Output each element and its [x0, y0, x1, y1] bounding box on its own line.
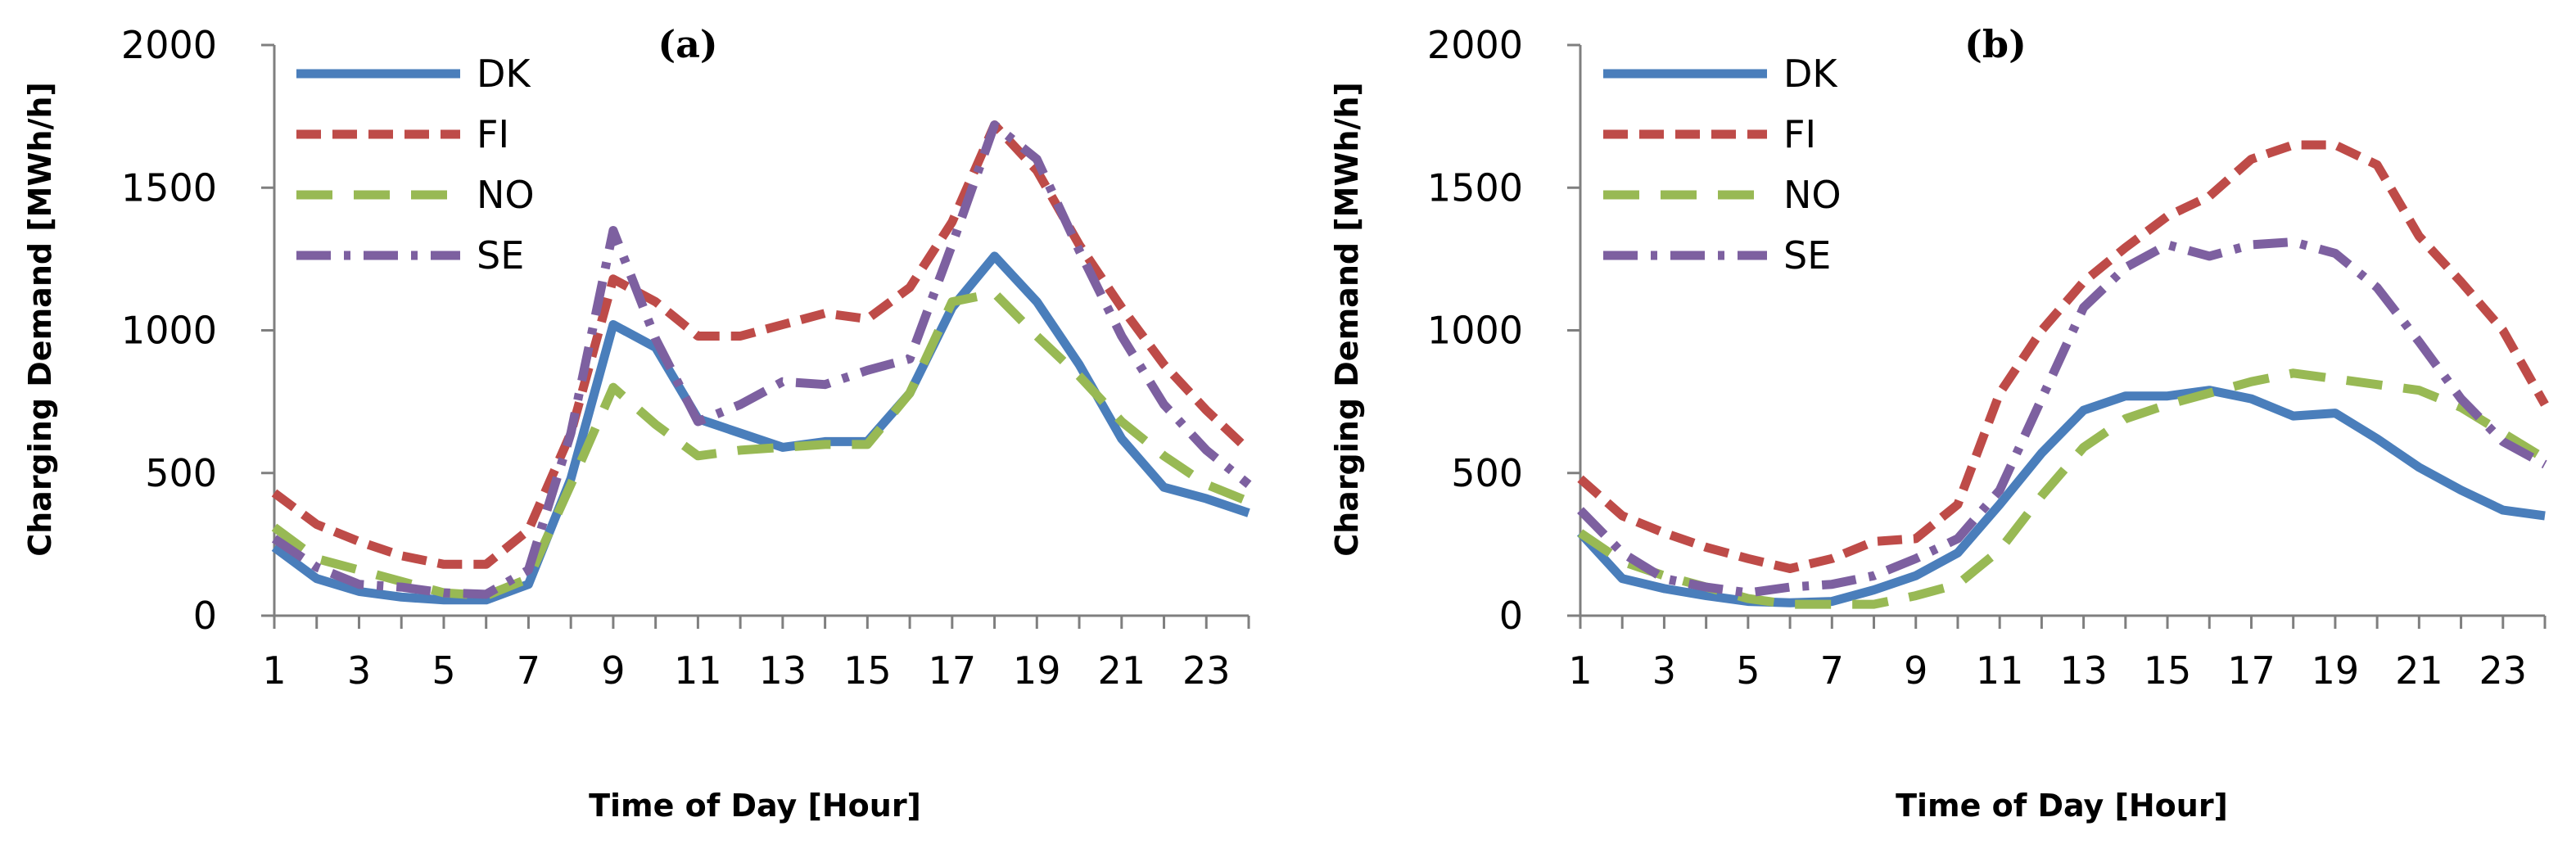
y-axis-title: Charging Demand [MWh/h] [22, 82, 58, 557]
y-tick-label: 1500 [121, 165, 217, 210]
x-tick-label: 7 [1820, 648, 1844, 693]
legend-label-no: NO [1783, 173, 1842, 217]
legend: DK FI NO SE [1603, 52, 1842, 278]
y-tick-label: 500 [145, 451, 217, 495]
x-tick-label: 7 [517, 648, 540, 693]
series-line-no [271, 288, 1251, 601]
panel-title: (b) [1964, 22, 2027, 66]
x-tick-label: 13 [2059, 648, 2108, 693]
y-tick-label: 2000 [121, 23, 217, 67]
x-tick-label: 11 [1976, 648, 2024, 693]
y-tick-labels: 0 500 1000 1500 2000 [121, 23, 217, 638]
series-lines [271, 120, 1252, 605]
x-tick-label: 1 [1568, 648, 1592, 693]
x-tick-label: 1 [262, 648, 286, 693]
x-tick-label: 17 [929, 648, 977, 693]
axes [261, 43, 1250, 629]
legend-label-dk: DK [477, 52, 531, 96]
panel-title: (a) [658, 22, 717, 66]
axes [1567, 43, 2547, 629]
y-tick-label: 2000 [1427, 23, 1523, 67]
y-tick-label: 1000 [1427, 309, 1523, 353]
x-tick-label: 9 [601, 648, 625, 693]
legend: DK FI NO SE [296, 52, 535, 278]
x-tick-label: 17 [2227, 648, 2275, 693]
x-tick-label: 19 [1013, 648, 1061, 693]
x-tick-label: 15 [2144, 648, 2192, 693]
x-tick-label: 19 [2312, 648, 2360, 693]
x-axis-title: Time of Day [Hour] [589, 788, 921, 824]
series-line-se [1577, 237, 2547, 598]
x-tick-label: 3 [1652, 648, 1676, 693]
x-tick-label: 23 [1182, 648, 1231, 693]
y-tick-label: 0 [1499, 594, 1523, 638]
legend-label-no: NO [477, 173, 535, 217]
x-tick-label: 5 [1736, 648, 1760, 693]
y-tick-label: 500 [1451, 451, 1523, 495]
x-tick-label: 21 [2395, 648, 2443, 693]
x-tick-label: 21 [1098, 648, 1146, 693]
legend-label-fi: FI [1783, 112, 1816, 156]
x-tick-labels: 1 3 5 7 9 11 13 15 17 19 21 23 [262, 648, 1230, 693]
x-tick-label: 11 [674, 648, 722, 693]
x-tick-label: 5 [432, 648, 455, 693]
y-axis-title: Charging Demand [MWh/h] [1329, 82, 1365, 557]
legend-label-se: SE [1783, 233, 1831, 278]
series-line-fi [1577, 140, 2549, 573]
y-tick-label: 0 [193, 594, 217, 638]
legend-label-se: SE [477, 233, 524, 278]
x-tick-label: 13 [759, 648, 807, 693]
x-tick-label: 23 [2479, 648, 2528, 693]
x-tick-label: 3 [347, 648, 371, 693]
series-line-no [1577, 368, 2547, 609]
legend-label-fi: FI [477, 112, 509, 156]
x-tick-label: 9 [1904, 648, 1927, 693]
legend-label-dk: DK [1783, 52, 1838, 96]
series-lines [1576, 140, 2549, 609]
x-tick-labels: 1 3 5 7 9 11 13 15 17 19 21 23 [1568, 648, 2527, 693]
x-axis-title: Time of Day [Hour] [1896, 788, 2228, 824]
y-tick-label: 1000 [121, 309, 217, 353]
series-line-dk [1576, 386, 2546, 607]
y-tick-label: 1500 [1427, 165, 1523, 210]
y-tick-labels: 0 500 1000 1500 2000 [1427, 23, 1523, 638]
chart-panel-b: (b) Charging Demand [MWh/h] Time of Day … [1329, 22, 2549, 824]
series-line-dk [271, 251, 1250, 605]
chart-panel-a: (a) Charging Demand [MWh/h] Time of Day … [22, 22, 1252, 824]
series-line-se [271, 120, 1252, 599]
x-tick-label: 15 [843, 648, 892, 693]
